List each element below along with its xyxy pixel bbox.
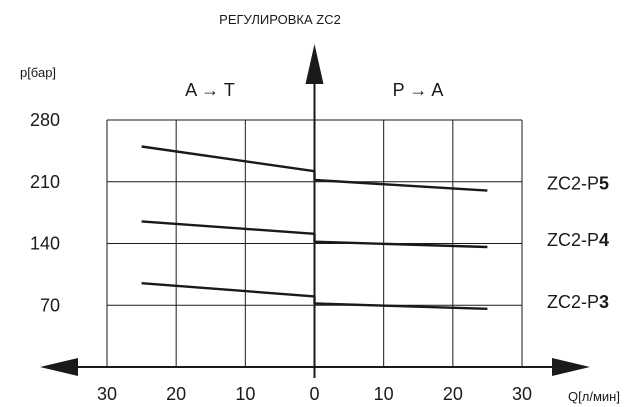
x-axis-arrow-right bbox=[552, 358, 590, 376]
series-label-zc2-p5: ZC2-P5 bbox=[547, 174, 609, 194]
x-axis-label: Q[л/мин] bbox=[568, 389, 620, 404]
y-tick-label: 210 bbox=[30, 172, 60, 192]
x-tick-label: 30 bbox=[512, 384, 532, 404]
y-tick-label: 70 bbox=[40, 295, 60, 315]
x-axis-arrow-left bbox=[40, 358, 78, 376]
left-region-label: A → T bbox=[185, 80, 235, 100]
series-label-zc2-p4: ZC2-P4 bbox=[547, 230, 609, 250]
y-axis-label: p[бар] bbox=[20, 65, 56, 80]
series-line-zc2-p4 bbox=[141, 220, 488, 249]
right-region-label: P → A bbox=[393, 80, 444, 100]
chart-title: РЕГУЛИРОВКА ZC2 bbox=[219, 12, 341, 27]
x-tick-label: 20 bbox=[443, 384, 463, 404]
x-tick-label: 30 bbox=[97, 384, 117, 404]
y-axis-arrow-up bbox=[305, 44, 324, 84]
series-label-zc2-p3: ZC2-P3 bbox=[547, 292, 609, 312]
y-tick-label: 140 bbox=[30, 234, 60, 254]
x-tick-label: 0 bbox=[309, 384, 319, 404]
x-tick-label: 10 bbox=[235, 384, 255, 404]
x-tick-label: 10 bbox=[374, 384, 394, 404]
series-line-zc2-p3 bbox=[141, 282, 488, 310]
y-tick-label: 280 bbox=[30, 110, 60, 130]
series-line-zc2-p5 bbox=[141, 145, 488, 192]
x-tick-label: 20 bbox=[166, 384, 186, 404]
